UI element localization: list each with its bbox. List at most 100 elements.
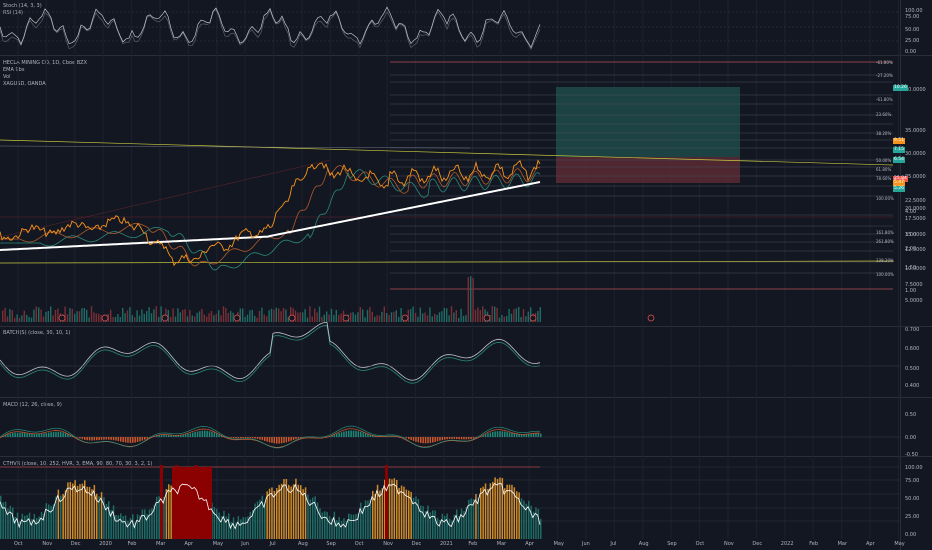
macd-histogram-bar (242, 437, 244, 439)
macd-histogram-bar (297, 437, 300, 439)
cthvr-bar (326, 511, 328, 539)
macd-histogram-bar (232, 437, 235, 439)
chart-canvas[interactable] (0, 0, 900, 539)
volume-bar (191, 315, 193, 322)
stoch-legend: Stoch (14, 3, 3) (3, 3, 42, 9)
volume-bar (362, 309, 364, 322)
volume-bar (326, 311, 328, 322)
cthvr-bar (453, 514, 456, 539)
cthvr-bar (156, 496, 158, 539)
pane-separator[interactable] (0, 326, 932, 327)
cthvr-bar (398, 487, 400, 539)
cthvr-bar (540, 518, 542, 539)
time-axis-label: Apr (866, 541, 875, 547)
price-axis-label: 20.0000 (905, 206, 926, 212)
cthvr-bar (484, 483, 487, 539)
macd-histogram-bar (31, 433, 33, 437)
volume-bar (227, 312, 229, 322)
batch-axis-label: 0.500 (905, 366, 920, 372)
price-axis[interactable]: 100.00 75.00 50.00 25.00 0.00 40.0000 35.0000 3… (900, 0, 932, 550)
batch-pane[interactable]: BATCH(S) (close, 30, 10, 1) (0, 327, 932, 397)
stoch-axis-label: 25.00 (905, 38, 920, 44)
time-axis-label: Jul (610, 541, 617, 547)
cthvr-bar (168, 484, 170, 539)
pane-separator[interactable] (0, 55, 932, 56)
price-tag: 9.51 (893, 138, 906, 144)
volume-bar (47, 311, 49, 322)
volume-bar (378, 315, 381, 322)
volume-bar (304, 309, 306, 322)
volume-bar (299, 312, 301, 322)
cthvr-bar (26, 515, 28, 539)
macd-histogram-bar (256, 437, 259, 439)
volume-bar (462, 315, 465, 322)
stoch-pane[interactable]: Stoch (14, 3, 3) RSI (14) (0, 0, 932, 55)
batch-legend: BATCH(S) (close, 30, 10, 1) (3, 330, 71, 336)
volume-bar (114, 316, 117, 322)
macd-histogram-bar (4, 435, 7, 437)
macd-histogram-bar (475, 437, 477, 438)
volume-bar (218, 310, 220, 322)
cthvr-bar (124, 515, 127, 539)
cthvr-bar (292, 484, 295, 539)
cthvr-bar (21, 513, 24, 539)
volume-bar (359, 307, 361, 322)
volume-bar (285, 309, 287, 322)
stop-loss-box (556, 157, 740, 183)
cthvr-bar (158, 496, 160, 539)
volume-bar (525, 316, 527, 322)
time-axis[interactable]: Oct Nov Dec 2020 Feb Mar Apr May Jun Jul Aug Sep Oct… (0, 539, 905, 550)
volume-bar (491, 306, 493, 322)
volume-bar (268, 310, 270, 322)
macd-histogram-bar (295, 437, 297, 440)
cthvr-bar (400, 485, 403, 539)
price-axis-label: 5.0000 (905, 298, 923, 304)
stoch-legend-2: RSI (14) (3, 10, 23, 16)
volume-bar (369, 307, 371, 322)
macd-histogram-bar (252, 437, 254, 439)
cthvr-bar (280, 483, 283, 539)
pane-separator[interactable] (0, 397, 932, 398)
volume-bar (364, 317, 366, 322)
cthvr-bar (132, 514, 134, 539)
cthvr-bar (60, 495, 62, 539)
cthvr-bar (525, 503, 528, 539)
macd-histogram-bar (86, 437, 88, 441)
macd-pane[interactable]: MACD (12, 26, close, 9) (0, 398, 932, 456)
volume-bar (414, 312, 417, 322)
volume-bar (98, 313, 100, 322)
macd-histogram-bar (170, 434, 172, 437)
volume-bar (513, 309, 515, 322)
macd-histogram-bar (187, 433, 189, 437)
volume-bar (158, 316, 160, 322)
macd-histogram-bar (204, 430, 206, 437)
volume-bar (412, 306, 414, 322)
volume-bar (352, 312, 354, 322)
volume-bar (376, 315, 378, 322)
fib-level-label: 50.00% (876, 158, 892, 163)
cthvr-bar (120, 513, 122, 539)
fib-level-label: -27.20% (876, 73, 893, 78)
main-pane[interactable]: HECLA MINING CO, 1D, Cboe BZX EMA 9bs Vo… (0, 56, 932, 326)
macd-histogram-bar (362, 432, 364, 437)
fib-level-label: 100.00% (876, 272, 894, 277)
volume-bar (520, 316, 522, 322)
macd-histogram-bar (28, 433, 31, 437)
macd-histogram-bar (506, 432, 508, 437)
price-tag: 5.47 (893, 180, 906, 186)
volume-bar (282, 307, 285, 322)
pane-separator[interactable] (0, 456, 932, 457)
cthvr-pane[interactable]: CTHVR (close, 10, 252, HVR, 3, EMA, 90, … (0, 457, 932, 539)
volume-bar (527, 311, 529, 322)
volume-bar (390, 312, 393, 322)
cthvr-bar (136, 514, 139, 539)
macd-histogram-bar (451, 437, 453, 439)
macd-histogram-bar (285, 437, 288, 443)
cthvr-bar (448, 518, 451, 539)
volume-bar (470, 276, 472, 322)
volume-bar (52, 315, 54, 322)
batch-axis-label: 0.400 (905, 383, 920, 389)
macd-histogram-bar (350, 430, 352, 437)
trend-line (0, 139, 894, 166)
cthvr-bar (273, 490, 276, 539)
